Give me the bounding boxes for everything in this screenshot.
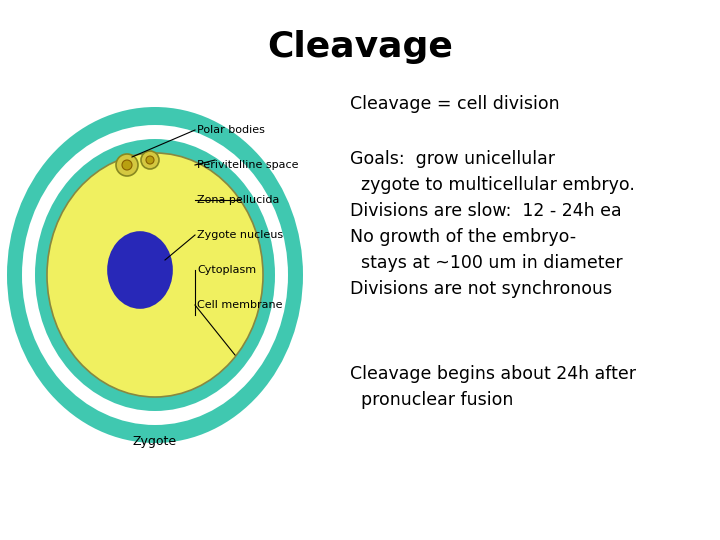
Ellipse shape xyxy=(108,232,172,308)
Text: pronuclear fusion: pronuclear fusion xyxy=(350,391,513,409)
Text: Cleavage begins about 24h after: Cleavage begins about 24h after xyxy=(350,365,636,383)
Ellipse shape xyxy=(22,125,288,425)
Text: Cell membrane: Cell membrane xyxy=(197,300,282,310)
Text: Cleavage = cell division: Cleavage = cell division xyxy=(350,95,559,113)
Ellipse shape xyxy=(146,156,154,164)
Text: Zygote: Zygote xyxy=(133,435,177,448)
Ellipse shape xyxy=(122,160,132,170)
Text: stays at ~100 um in diameter: stays at ~100 um in diameter xyxy=(350,254,623,272)
Text: Divisions are not synchronous: Divisions are not synchronous xyxy=(350,280,612,298)
Ellipse shape xyxy=(116,154,138,176)
Text: Polar bodies: Polar bodies xyxy=(197,125,265,135)
Text: Cleavage: Cleavage xyxy=(267,30,453,64)
Ellipse shape xyxy=(141,151,159,169)
Text: zygote to multicellular embryo.: zygote to multicellular embryo. xyxy=(350,176,635,194)
Text: Zona pellucida: Zona pellucida xyxy=(197,195,279,205)
Text: Goals:  grow unicellular: Goals: grow unicellular xyxy=(350,150,555,168)
Text: Perivitelline space: Perivitelline space xyxy=(197,160,299,170)
Ellipse shape xyxy=(47,153,263,397)
Text: Cytoplasm: Cytoplasm xyxy=(197,265,256,275)
Text: No growth of the embryo-: No growth of the embryo- xyxy=(350,228,576,246)
Text: Zygote nucleus: Zygote nucleus xyxy=(197,230,283,240)
Ellipse shape xyxy=(35,139,275,411)
Text: Divisions are slow:  12 - 24h ea: Divisions are slow: 12 - 24h ea xyxy=(350,202,621,220)
Ellipse shape xyxy=(7,107,303,443)
